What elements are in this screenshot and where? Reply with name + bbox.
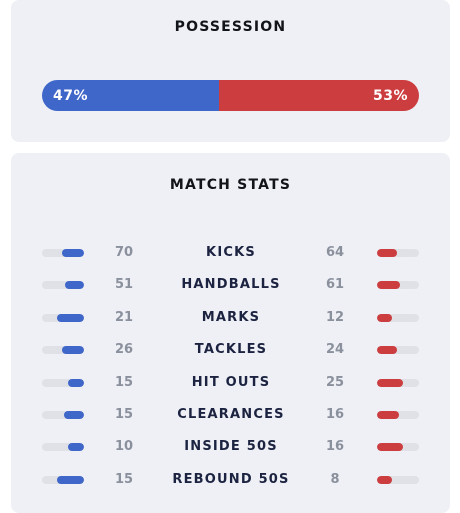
away-stat-bar-fill — [377, 346, 398, 355]
possession-away-percent: 53% — [372, 87, 408, 104]
away-stat-bar — [377, 313, 419, 322]
stat-row: 70 KICKS 64 — [11, 243, 450, 263]
away-stat-bar — [377, 346, 419, 355]
away-stat-bar-fill — [377, 281, 401, 290]
away-stat-value: 24 — [325, 342, 345, 358]
home-stat-bar — [42, 249, 84, 257]
possession-home-segment: 47% — [42, 80, 220, 111]
stat-label: REBOUND 50S — [172, 471, 290, 487]
home-stat-bar-fill — [68, 378, 84, 387]
home-stat-bar-fill — [57, 313, 84, 322]
home-stat-value: 15 — [114, 374, 134, 390]
away-stat-bar — [377, 378, 419, 387]
home-stat-bar-fill — [56, 475, 84, 484]
away-stat-bar-fill — [377, 475, 392, 484]
home-stat-bar — [42, 281, 84, 290]
home-stat-bar — [42, 443, 84, 452]
stat-label: MARKS — [201, 309, 261, 325]
away-stat-value: 8 — [330, 471, 340, 487]
home-stat-bar — [42, 475, 84, 484]
home-stat-value: 21 — [114, 309, 134, 325]
home-stat-value: 15 — [114, 471, 134, 487]
home-stat-bar-fill — [63, 411, 84, 419]
home-stat-bar — [42, 411, 84, 419]
stat-row: 10 INSIDE 50S 16 — [11, 437, 450, 457]
possession-title: POSSESSION — [174, 19, 287, 35]
away-stat-bar — [377, 411, 419, 419]
away-stat-bar — [377, 443, 419, 452]
home-stat-bar-fill — [65, 281, 84, 290]
away-stat-value: 64 — [325, 245, 345, 260]
home-stat-bar-fill — [68, 443, 84, 452]
away-stat-bar-fill — [377, 411, 399, 419]
away-stat-value: 16 — [325, 407, 345, 422]
stat-row: 15 HIT OUTS 25 — [11, 373, 450, 393]
away-stat-bar-fill — [377, 249, 398, 257]
away-stat-value: 16 — [325, 439, 345, 455]
match-stats-card: MATCH STATS 70 KICKS 64 51 HANDBALLS 61 21 MARK… — [11, 153, 450, 513]
home-stat-bar — [42, 346, 84, 355]
stat-label: CLEARANCES — [177, 407, 285, 422]
home-stat-value: 70 — [114, 245, 134, 260]
stat-label: HANDBALLS — [181, 277, 281, 293]
stat-row: 15 REBOUND 50S 8 — [11, 470, 450, 490]
away-stat-bar — [377, 475, 419, 484]
away-stat-bar-fill — [377, 378, 404, 387]
match-stats-title: MATCH STATS — [169, 177, 292, 193]
possession-card: POSSESSION 47% 53% — [11, 0, 450, 142]
stat-row: 51 HANDBALLS 61 — [11, 275, 450, 295]
home-stat-bar-fill — [62, 249, 84, 257]
stat-row: 15 CLEARANCES 16 — [11, 405, 450, 425]
stat-label: INSIDE 50S — [184, 439, 278, 455]
home-stat-bar — [42, 378, 84, 387]
away-stat-value: 12 — [325, 309, 345, 325]
away-stat-value: 61 — [325, 277, 345, 293]
possession-home-percent: 47% — [53, 87, 89, 104]
stat-row: 26 TACKLES 24 — [11, 340, 450, 360]
home-stat-bar — [42, 313, 84, 322]
stat-row: 21 MARKS 12 — [11, 308, 450, 328]
possession-bar: 47% 53% — [42, 80, 419, 111]
home-stat-bar-fill — [62, 346, 84, 355]
away-stat-bar — [377, 249, 419, 257]
away-stat-bar — [377, 281, 419, 290]
home-stat-value: 15 — [114, 407, 134, 422]
possession-away-segment: 53% — [219, 80, 419, 111]
home-stat-value: 10 — [114, 439, 134, 455]
stat-label: KICKS — [206, 245, 256, 260]
home-stat-value: 26 — [114, 342, 134, 358]
stat-label: TACKLES — [194, 342, 268, 358]
stat-label: HIT OUTS — [191, 374, 271, 390]
away-stat-bar-fill — [377, 443, 404, 452]
away-stat-value: 25 — [325, 374, 345, 390]
away-stat-bar-fill — [377, 313, 393, 322]
home-stat-value: 51 — [114, 277, 134, 293]
